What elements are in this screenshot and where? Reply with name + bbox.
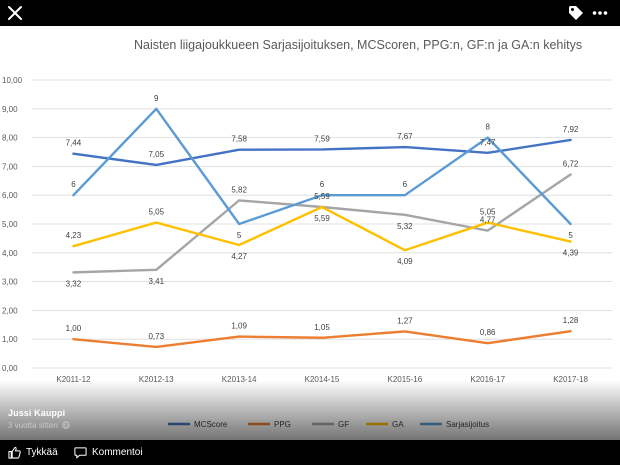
post-meta: 3 vuotta sitten	[8, 421, 70, 430]
chart-photo[interactable]: Naisten liigajoukkueen Sarjasijoituksen,…	[0, 26, 620, 440]
legend-label: MCScore	[194, 420, 228, 429]
x-tick-label: K2011-12	[56, 375, 91, 384]
data-label: 5,32	[397, 222, 413, 231]
data-label: 8	[485, 123, 490, 132]
data-label: 5,05	[148, 208, 164, 217]
x-tick-label: K2014-15	[305, 375, 340, 384]
data-label: 5	[568, 231, 573, 240]
data-label: 3,41	[148, 277, 164, 286]
data-label: 7,92	[563, 125, 579, 134]
comment-button[interactable]: Kommentoi	[74, 446, 143, 459]
series-line-ga	[72, 205, 572, 252]
data-label: 4,09	[397, 257, 413, 266]
data-label: 1,00	[66, 324, 82, 333]
data-label: 5,59	[314, 214, 330, 223]
data-label: 0,86	[480, 328, 496, 337]
series-line-mcscore	[72, 138, 572, 167]
close-icon[interactable]	[6, 4, 24, 22]
data-label: 4,39	[563, 249, 579, 258]
data-label: 6	[71, 180, 76, 189]
y-tick-label: 1,00	[2, 335, 18, 344]
legend-label: GF	[338, 420, 349, 429]
data-label: 5	[237, 231, 242, 240]
post-timestamp: 3 vuotta sitten	[8, 421, 58, 430]
legend-label: PPG	[274, 420, 291, 429]
data-label: 4,77	[480, 216, 496, 225]
x-tick-label: K2013-14	[222, 375, 257, 384]
data-label: 4,23	[66, 231, 82, 240]
y-tick-label: 5,00	[2, 220, 18, 229]
series-line-sarjasijoitus	[72, 107, 572, 226]
data-label: 6,72	[563, 159, 579, 168]
y-tick-label: 7,00	[2, 162, 18, 171]
data-label: 7,67	[397, 132, 413, 141]
data-label: 7,44	[66, 139, 82, 148]
data-label: 1,28	[563, 316, 579, 325]
y-tick-label: 2,00	[2, 306, 18, 315]
data-label: 7,59	[314, 134, 330, 143]
data-label: 1,27	[397, 316, 413, 325]
more-icon[interactable]	[592, 5, 608, 21]
x-tick-label: K2015-16	[388, 375, 423, 384]
data-label: 6	[320, 180, 325, 189]
globe-icon	[62, 421, 70, 429]
data-label: 5,82	[231, 185, 247, 194]
x-tick-label: K2016-17	[470, 375, 505, 384]
data-label: 1,09	[231, 322, 247, 331]
x-tick-label: K2012-13	[139, 375, 174, 384]
like-label: Tykkää	[26, 447, 58, 458]
photo-viewer-topbar	[0, 0, 620, 26]
data-label: 0,73	[148, 332, 164, 341]
comment-label: Kommentoi	[92, 447, 143, 458]
data-label: 7,47	[480, 138, 496, 147]
y-tick-label: 3,00	[2, 278, 18, 287]
data-label: 5,05	[480, 208, 496, 217]
data-label: 1,05	[314, 323, 330, 332]
data-label: 3,32	[66, 279, 82, 288]
y-tick-label: 6,00	[2, 191, 18, 200]
tag-icon[interactable]	[568, 5, 584, 21]
y-tick-label: 9,00	[2, 105, 18, 114]
post-author[interactable]: Jussi Kauppi	[8, 408, 66, 418]
data-label: 7,05	[148, 150, 164, 159]
line-chart: Naisten liigajoukkueen Sarjasijoituksen,…	[2, 38, 612, 429]
data-label: 9	[154, 94, 159, 103]
x-tick-label: K2017-18	[553, 375, 588, 384]
data-label: 7,58	[231, 135, 247, 144]
data-label: 6	[403, 180, 408, 189]
y-tick-label: 10,00	[2, 76, 23, 85]
legend-label: GA	[392, 420, 404, 429]
series-line-ppg	[72, 329, 572, 349]
y-tick-label: 0,00	[2, 364, 18, 373]
thumbs-up-icon	[8, 446, 21, 459]
post-action-bar: Tykkää Kommentoi	[0, 440, 620, 465]
legend-label: Sarjasijoitus	[446, 420, 489, 429]
chart-title: Naisten liigajoukkueen Sarjasijoituksen,…	[134, 38, 582, 52]
data-label: 4,27	[231, 252, 247, 261]
y-tick-label: 8,00	[2, 134, 18, 143]
y-tick-label: 4,00	[2, 249, 18, 258]
data-label: 5,59	[314, 192, 330, 201]
comment-icon	[74, 447, 87, 459]
like-button[interactable]: Tykkää	[8, 446, 58, 459]
